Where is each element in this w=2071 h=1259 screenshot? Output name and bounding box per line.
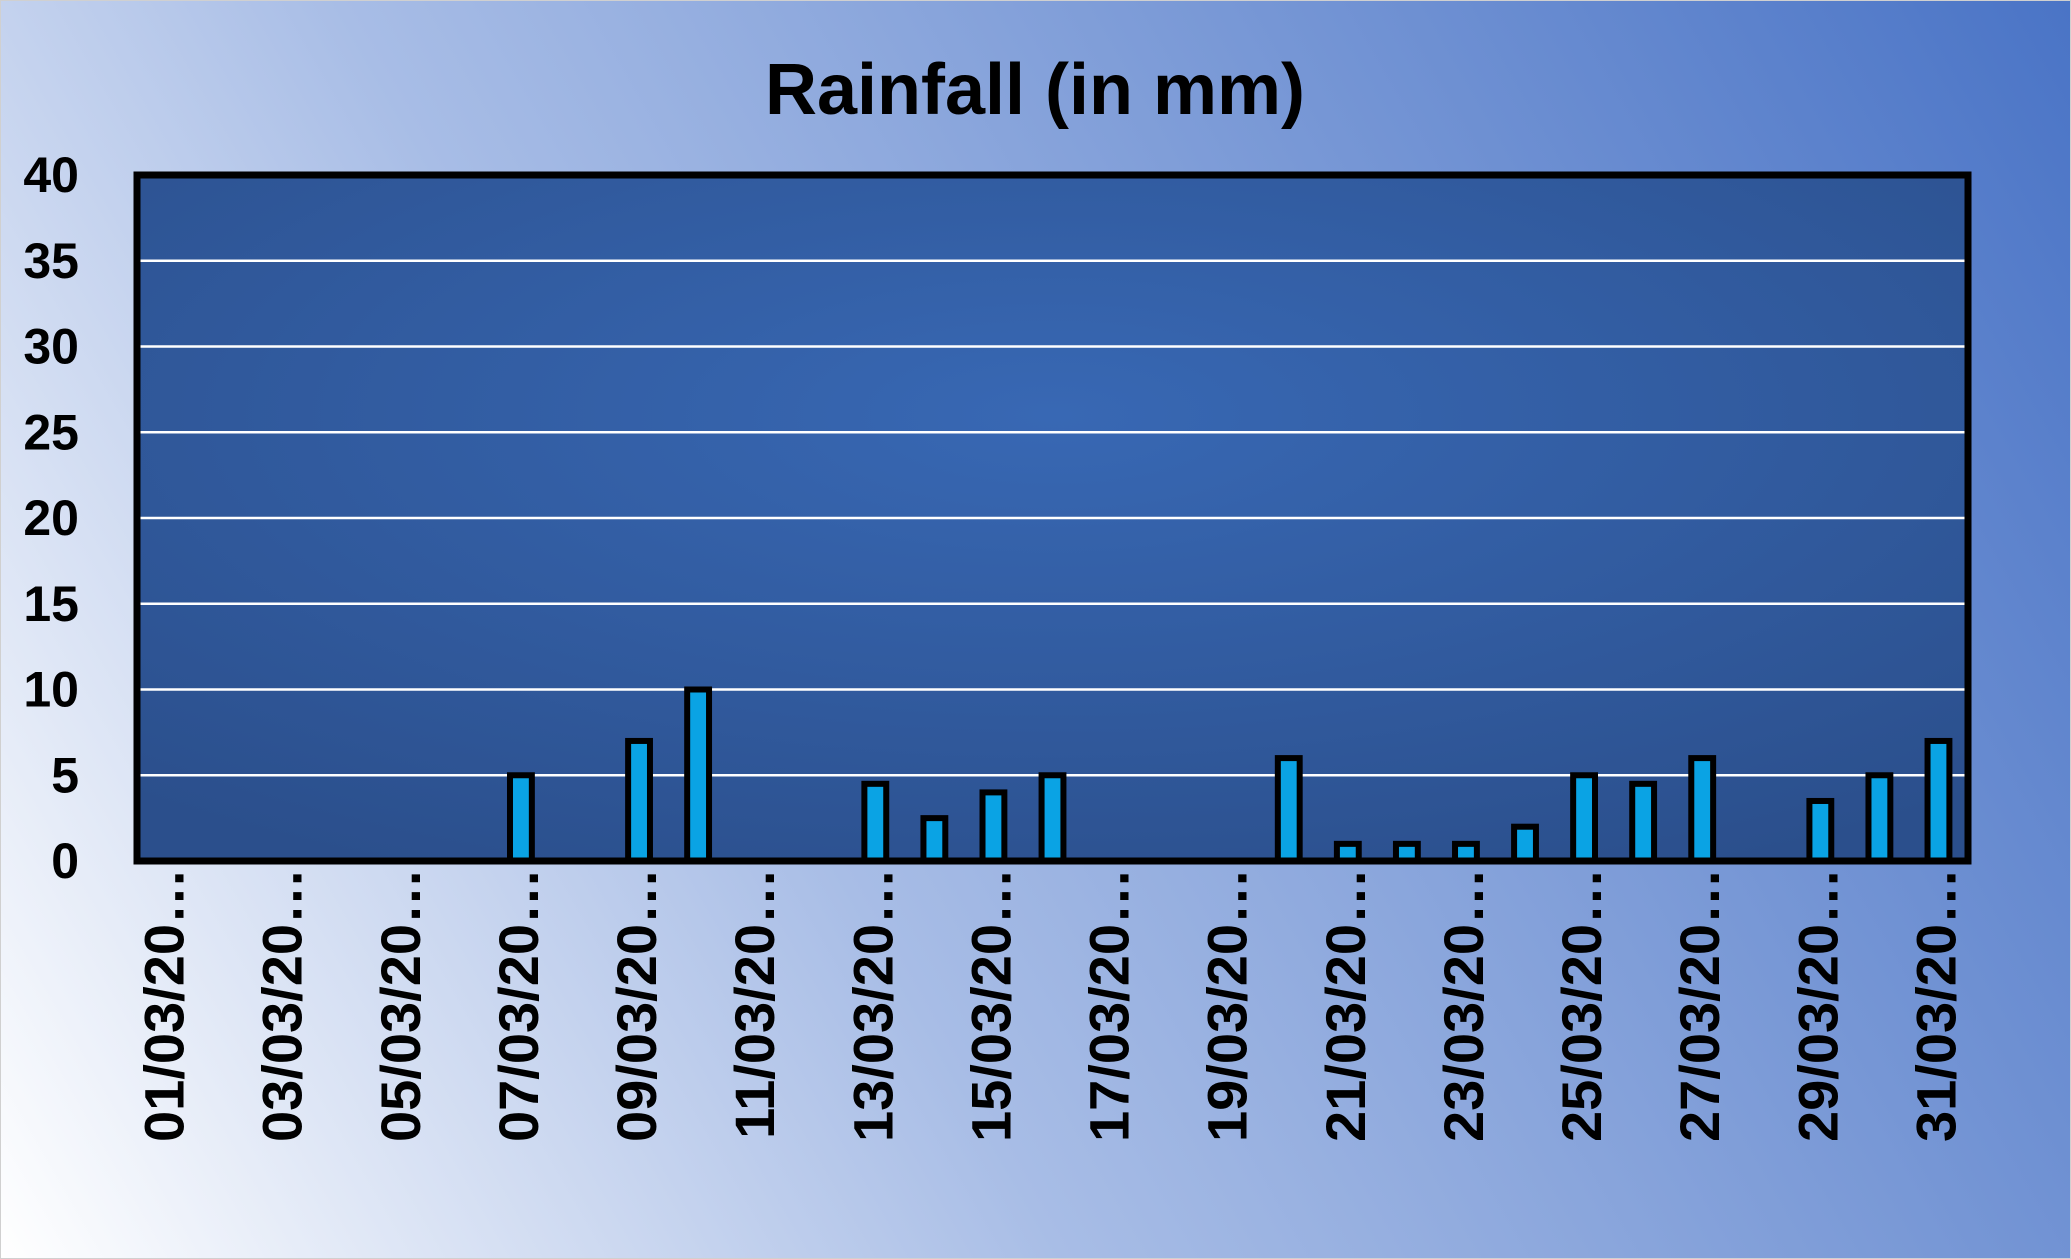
x-tick-label: 25/03/20… bbox=[1550, 868, 1613, 1142]
x-tick-label: 29/03/20… bbox=[1786, 868, 1849, 1142]
bar bbox=[1629, 780, 1658, 865]
bar bbox=[1511, 823, 1539, 865]
plot-border bbox=[133, 171, 1972, 865]
bar bbox=[1570, 772, 1599, 864]
x-tick-label: 11/03/20… bbox=[723, 868, 786, 1139]
x-tick-label: 03/03/20… bbox=[251, 868, 314, 1142]
y-tick-label: 30 bbox=[23, 319, 79, 375]
x-tick-label: 05/03/20… bbox=[369, 868, 432, 1142]
x-tick-label: 09/03/20… bbox=[605, 868, 668, 1142]
x-tick-label: 15/03/20… bbox=[959, 868, 1022, 1142]
x-tick-label: 27/03/20… bbox=[1668, 868, 1731, 1142]
x-tick-label: 17/03/20… bbox=[1078, 868, 1141, 1142]
chart-title: Rainfall (in mm) bbox=[765, 50, 1305, 130]
bar bbox=[1688, 755, 1717, 864]
x-tick-label: 01/03/20… bbox=[133, 868, 196, 1142]
bar bbox=[1038, 772, 1067, 864]
y-tick-label: 5 bbox=[51, 747, 79, 803]
plot-area: 0 5 10 15 20 25 30 35 40 01/03/20… 03/03/20… 05/03/… bbox=[23, 147, 1972, 1142]
x-tick-label: 21/03/20… bbox=[1314, 868, 1377, 1142]
bar bbox=[861, 780, 890, 865]
bar bbox=[506, 772, 535, 864]
bar bbox=[1865, 772, 1894, 864]
x-tick-label: 19/03/20… bbox=[1196, 868, 1259, 1142]
y-tick-label: 20 bbox=[23, 490, 79, 546]
x-tick-label: 13/03/20… bbox=[841, 868, 904, 1142]
y-tick-label: 25 bbox=[23, 404, 79, 460]
bar bbox=[979, 789, 1008, 865]
y-tick-label: 35 bbox=[23, 233, 79, 289]
y-tick-label: 15 bbox=[23, 576, 79, 632]
x-tick-label: 23/03/20… bbox=[1432, 868, 1495, 1142]
bar bbox=[1806, 797, 1835, 864]
bar bbox=[1274, 755, 1303, 864]
bar bbox=[1924, 737, 1953, 865]
y-tick-label: 0 bbox=[51, 833, 79, 889]
x-tick-label: 07/03/20… bbox=[487, 868, 550, 1142]
x-tick-label: 31/03/20… bbox=[1904, 868, 1967, 1142]
y-tick-label: 40 bbox=[23, 147, 79, 203]
bar bbox=[920, 815, 949, 864]
bar bbox=[684, 686, 713, 864]
bar bbox=[625, 737, 653, 865]
y-tick-label: 10 bbox=[23, 662, 79, 718]
